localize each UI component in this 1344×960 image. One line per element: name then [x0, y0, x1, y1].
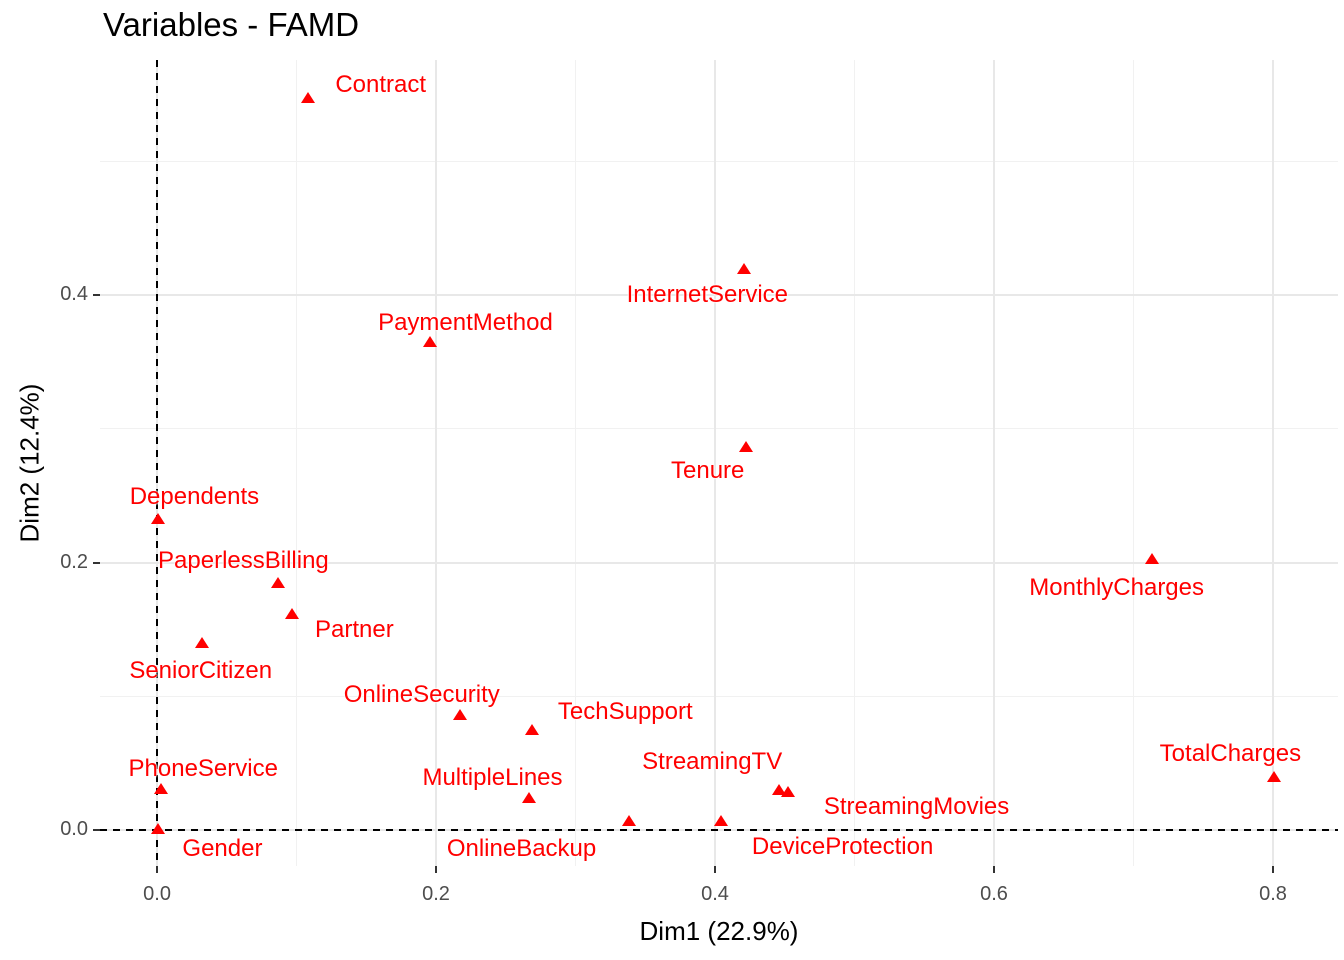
data-point-marker-streamingtv	[772, 784, 787, 796]
data-point-label-totalcharges: TotalCharges	[1159, 739, 1302, 767]
data-point-marker-multiplelines	[522, 792, 537, 804]
data-point-label-onlinebackup: OnlineBackup	[446, 834, 597, 862]
major-gridline-vertical	[714, 60, 717, 866]
data-point-label-dependents: Dependents	[129, 483, 260, 511]
major-gridline-vertical	[1271, 60, 1274, 866]
data-point-label-streamingtv: StreamingTV	[642, 747, 783, 775]
data-point-marker-partner	[285, 607, 300, 619]
x-axis-tick-label: 0.2	[422, 883, 450, 905]
horizontal-dashed-reference-line	[100, 829, 1338, 832]
minor-gridline-horizontal	[100, 695, 1338, 697]
data-point-marker-streamingmovies	[780, 785, 795, 797]
plot-panel: Contract InternetService PaymentMethod Tenu…	[100, 60, 1338, 866]
x-axis-tick-mark	[714, 866, 717, 873]
data-point-marker-contract	[300, 91, 315, 103]
data-point-marker-techsupport	[525, 724, 540, 736]
data-point-marker-internetservice	[737, 262, 752, 274]
chart-title: Variables - FAMD	[103, 6, 360, 43]
data-point-marker-deviceprotection	[713, 815, 728, 827]
x-axis-tick-label: 0.8	[1259, 883, 1287, 905]
minor-gridline-vertical	[295, 60, 298, 866]
data-point-marker-onlinebackup	[621, 815, 636, 827]
y-axis-tick-label: 0.2	[60, 550, 88, 573]
y-axis-tick-mark	[93, 829, 100, 832]
y-axis-tick-label: 0.4	[60, 283, 88, 305]
y-axis-tick-label: 0.0	[60, 818, 88, 841]
data-point-marker-totalcharges	[1267, 771, 1282, 783]
major-gridline-horizontal	[100, 561, 1338, 564]
data-point-label-gender: Gender	[182, 834, 263, 862]
data-point-label-paymentmethod: PaymentMethod	[378, 308, 553, 336]
data-point-marker-seniorcitizen	[194, 637, 209, 649]
data-point-marker-dependents	[151, 512, 166, 524]
data-point-label-multiplelines: MultipleLines	[422, 763, 563, 791]
data-point-marker-onlinesecurity	[452, 709, 467, 721]
data-point-label-tenure: Tenure	[671, 457, 745, 485]
data-point-label-seniorcitizen: SeniorCitizen	[129, 656, 273, 684]
x-axis-tick-label: 0.6	[980, 883, 1008, 905]
data-point-label-deviceprotection: DeviceProtection	[751, 832, 934, 860]
data-point-label-monthlycharges: MonthlyCharges	[1029, 573, 1204, 601]
data-point-marker-paymentmethod	[423, 336, 438, 348]
data-point-label-streamingmovies: StreamingMovies	[823, 793, 1010, 821]
x-axis-tick-label: 0.4	[701, 883, 729, 905]
major-gridline-vertical	[993, 60, 995, 866]
data-point-label-techsupport: TechSupport	[557, 697, 693, 725]
data-point-label-contract: Contract	[335, 71, 427, 99]
x-axis-tick-mark	[435, 866, 438, 873]
data-point-marker-paperlessbilling	[271, 577, 286, 589]
major-gridline-horizontal	[100, 294, 1338, 296]
x-axis-tick-mark	[1271, 866, 1274, 873]
data-point-label-phoneservice: PhoneService	[128, 754, 278, 782]
minor-gridline-horizontal	[100, 160, 1338, 162]
data-point-marker-gender	[151, 823, 166, 835]
data-point-marker-tenure	[738, 440, 753, 452]
data-point-label-internetservice: InternetService	[626, 281, 789, 309]
minor-gridline-vertical	[574, 60, 577, 866]
x-axis-tick-mark	[156, 866, 159, 873]
data-point-label-onlinesecurity: OnlineSecurity	[343, 680, 500, 708]
x-axis-tick-label: 0.0	[143, 883, 171, 905]
minor-gridline-vertical	[853, 60, 856, 866]
data-point-marker-phoneservice	[154, 783, 169, 795]
y-axis-tick-mark	[93, 294, 100, 296]
major-gridline-vertical	[435, 60, 438, 866]
x-axis-title: Dim1 (22.9%)	[639, 916, 799, 946]
minor-gridline-horizontal	[100, 428, 1338, 430]
y-axis-tick-mark	[93, 561, 100, 564]
data-point-label-partner: Partner	[315, 616, 394, 644]
vertical-dashed-reference-line	[156, 60, 159, 866]
x-axis-tick-mark	[993, 866, 995, 873]
minor-gridline-vertical	[1132, 60, 1135, 866]
y-axis-title: Dim2 (12.4%)	[14, 383, 45, 543]
data-point-label-paperlessbilling: PaperlessBilling	[158, 546, 329, 574]
data-point-marker-monthlycharges	[1144, 553, 1159, 564]
